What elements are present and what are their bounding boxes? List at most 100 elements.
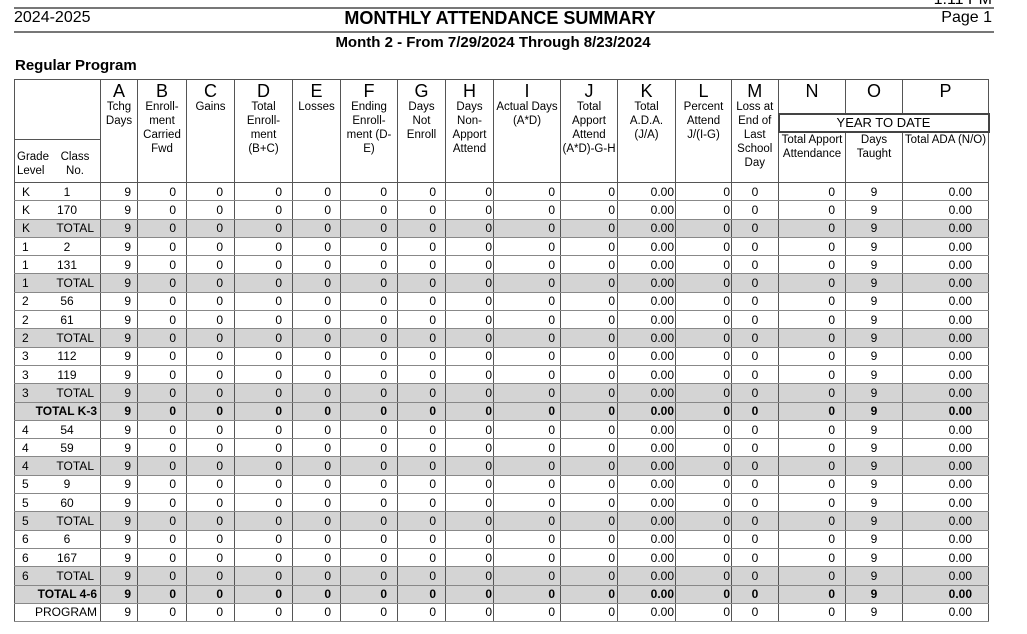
table-row: 3 TOTAL 9 0 0 0 0 0 0 0 0 0 0.00 0 0 0 9 0.00 — [14, 383, 989, 403]
cell-h: 0 — [445, 346, 494, 366]
cell-k: 0.00 — [617, 529, 676, 549]
class-number: 2 — [63, 239, 71, 254]
cell-d: 0 — [234, 529, 293, 549]
cell-p: 0.00 — [902, 236, 989, 257]
cell-b: 0 — [137, 547, 187, 568]
cell-n: 0 — [778, 218, 846, 238]
class-number: 6 — [63, 532, 71, 547]
table-row: 1 2 9 0 0 0 0 0 0 0 0 0 0.00 0 0 0 9 0.00 — [14, 236, 989, 257]
cell-n: 0 — [778, 547, 846, 568]
cell-e: 0 — [292, 438, 341, 458]
cell-o: 9 — [845, 584, 903, 604]
cell-g: 0 — [397, 438, 446, 458]
grade-level: 4 — [22, 440, 29, 455]
cell-f: 0 — [340, 291, 398, 312]
cell-g: 0 — [397, 474, 446, 495]
cell-e: 0 — [292, 346, 341, 366]
cell-d: 0 — [234, 474, 293, 495]
cell-b: 0 — [137, 383, 187, 403]
cell-j: 0 — [560, 438, 618, 458]
column-label: Losses — [298, 101, 335, 113]
column-letter: M — [747, 81, 763, 101]
column-header-k: K Total A.D.A. (J/A) — [617, 79, 676, 183]
cell-d: 0 — [234, 273, 293, 293]
cell-g: 0 — [397, 255, 446, 275]
cell-f: 0 — [340, 200, 398, 220]
cell-p: 0.00 — [902, 493, 989, 513]
cell-n: 0 — [778, 566, 846, 586]
cell-d: 0 — [234, 364, 293, 385]
table-row: 5 9 9 0 0 0 0 0 0 0 0 0 0.00 0 0 0 9 0.00 — [14, 474, 989, 495]
column-label: Total Apport Attend (A*D)-G-H — [562, 101, 616, 155]
program-name: Regular Program — [15, 57, 137, 74]
cell-i: 0 — [493, 364, 561, 385]
column-letter: L — [698, 81, 709, 101]
cell-j: 0 — [560, 346, 618, 366]
cell-j: 0 — [560, 493, 618, 513]
cell-n: 0 — [778, 493, 846, 513]
cell-k: 0.00 — [617, 181, 676, 202]
cell-h: 0 — [445, 493, 494, 513]
cell-j: 0 — [560, 310, 618, 330]
cell-a: 9 — [100, 310, 138, 330]
cell-g: 0 — [397, 291, 446, 312]
cell-n: 0 — [778, 438, 846, 458]
cell-c: 0 — [186, 181, 235, 202]
column-label: Gains — [195, 101, 226, 113]
grade-level: K — [22, 221, 31, 236]
cell-o: 9 — [845, 236, 903, 257]
cell-e: 0 — [292, 364, 341, 385]
cell-h: 0 — [445, 328, 494, 348]
cell-n: 0 — [778, 346, 846, 366]
table-row: 2 56 9 0 0 0 0 0 0 0 0 0 0.00 0 0 0 9 0.00 — [14, 291, 989, 312]
column-header-o: Days Taught — [845, 131, 903, 183]
cell-j: 0 — [560, 328, 618, 348]
cell-m: 0 — [731, 346, 779, 366]
cell-k: 0.00 — [617, 200, 676, 220]
class-number: TOTAL — [56, 459, 94, 474]
cell-e: 0 — [292, 511, 341, 531]
cell-f: 0 — [340, 438, 398, 458]
cell-l: 0 — [675, 255, 732, 275]
cell-c: 0 — [186, 602, 235, 623]
column-label: Enroll-ment Carried Fwd — [143, 101, 181, 155]
cell-m: 0 — [731, 310, 779, 330]
cell-n: 0 — [778, 200, 846, 220]
cell-k: 0.00 — [617, 255, 676, 275]
grade-level: 2 — [22, 312, 29, 327]
table-row: TOTAL 4-6 9 0 0 0 0 0 0 0 0 0 0.00 0 0 0 9 0.00 — [14, 584, 989, 604]
cell-g: 0 — [397, 346, 446, 366]
cell-f: 0 — [340, 328, 398, 348]
column-header-i: I Actual Days (A*D) — [493, 79, 561, 183]
cell-h: 0 — [445, 547, 494, 568]
cell-i: 0 — [493, 547, 561, 568]
cell-m: 0 — [731, 401, 779, 421]
cell-f: 0 — [340, 310, 398, 330]
cell-g: 0 — [397, 364, 446, 385]
cell-h: 0 — [445, 584, 494, 604]
table-row: PROGRAM 9 0 0 0 0 0 0 0 0 0 0.00 0 0 0 9 0.00 — [14, 602, 989, 623]
cell-j: 0 — [560, 584, 618, 604]
cell-k: 0.00 — [617, 401, 676, 421]
cell-o: 9 — [845, 273, 903, 293]
cell-i: 0 — [493, 419, 561, 440]
cell-b: 0 — [137, 511, 187, 531]
cell-b: 0 — [137, 273, 187, 293]
cell-e: 0 — [292, 200, 341, 220]
cell-l: 0 — [675, 328, 732, 348]
table-row: K 1 9 0 0 0 0 0 0 0 0 0 0.00 0 0 0 9 0.00 — [14, 181, 989, 202]
cell-p: 0.00 — [902, 383, 989, 403]
cell-l: 0 — [675, 511, 732, 531]
cell-i: 0 — [493, 255, 561, 275]
cell-e: 0 — [292, 310, 341, 330]
cell-a: 9 — [100, 584, 138, 604]
cell-d: 0 — [234, 602, 293, 623]
cell-b: 0 — [137, 401, 187, 421]
cell-p: 0.00 — [902, 547, 989, 568]
grade-level: 4 — [22, 422, 29, 437]
cell-p: 0.00 — [902, 346, 989, 366]
cell-n: 0 — [778, 419, 846, 440]
cell-a: 9 — [100, 456, 138, 476]
cell-n: 0 — [778, 291, 846, 312]
cell-l: 0 — [675, 310, 732, 330]
